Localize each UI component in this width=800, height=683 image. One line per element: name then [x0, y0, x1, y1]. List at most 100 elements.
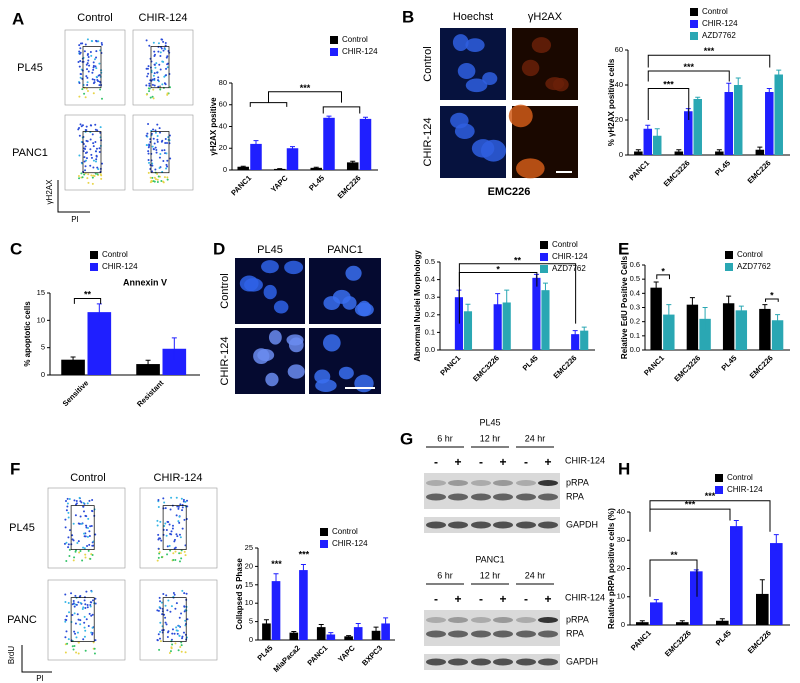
- flow-dot: [155, 151, 158, 154]
- flow-dot: [88, 543, 91, 546]
- y-tick-label: 0: [223, 165, 227, 174]
- flow-dot: [77, 601, 80, 604]
- error-bar: [653, 281, 659, 294]
- flow-dot: [90, 39, 93, 42]
- band: [516, 493, 536, 501]
- flow-dot: [179, 552, 182, 555]
- flow-dot: [67, 511, 70, 514]
- error-bar: [716, 149, 722, 154]
- flow-dot: [86, 526, 89, 529]
- nucleus: [273, 300, 289, 314]
- flow-dot: [165, 623, 168, 626]
- y-tick-label: 60: [615, 45, 623, 54]
- flow-dot: [81, 608, 84, 611]
- flow-dot: [160, 140, 163, 143]
- panel-letter: D: [213, 239, 225, 258]
- band: [448, 658, 468, 666]
- flow-dot: [91, 544, 94, 547]
- legend-swatch: [320, 528, 328, 536]
- flow-dot: [159, 600, 162, 603]
- flow-dot: [158, 127, 161, 130]
- flow-dot: [164, 616, 167, 619]
- treatment-sign: -: [524, 592, 528, 606]
- flow-dot: [180, 650, 183, 653]
- y-tick-label: 20: [245, 561, 253, 570]
- bar: [289, 632, 299, 640]
- error-bar: [689, 297, 695, 312]
- flow-dot: [175, 602, 178, 605]
- flow-dot: [158, 63, 161, 66]
- flow-dot: [93, 175, 96, 178]
- flow-dot: [92, 68, 95, 71]
- flow-dot: [85, 157, 88, 160]
- bar: [271, 581, 281, 640]
- flow-dot: [184, 554, 187, 557]
- flow-dot: [150, 132, 153, 135]
- x-tick-label: EMC3226: [662, 158, 692, 188]
- flow-dot: [151, 95, 154, 98]
- flow-dot: [152, 97, 155, 100]
- error-bar: [291, 631, 297, 634]
- band: [448, 521, 468, 529]
- error-bar: [776, 69, 782, 79]
- flow-dot: [185, 592, 188, 595]
- flow-dot: [71, 645, 74, 648]
- axis-label: PI: [36, 674, 44, 683]
- flow-dot: [77, 652, 80, 655]
- flow-dot: [66, 642, 69, 645]
- flow-dot: [182, 631, 185, 634]
- flow-dot: [85, 63, 88, 66]
- flow-dot: [71, 613, 74, 616]
- flow-dot: [94, 639, 97, 642]
- flow-dot: [89, 525, 92, 528]
- flow-dot: [85, 75, 88, 78]
- flow-dot: [162, 40, 165, 43]
- flow-dot: [72, 648, 75, 651]
- flow-dot: [89, 124, 92, 127]
- band-label: GAPDH: [566, 656, 598, 666]
- flow-dot: [149, 96, 152, 99]
- x-tick-label: EMC3226: [471, 353, 501, 383]
- flow-dot: [174, 559, 177, 562]
- band: [426, 630, 446, 638]
- flow-dot: [94, 123, 97, 126]
- flow-dot: [156, 172, 159, 175]
- x-tick-label: PANC1: [305, 643, 329, 667]
- error-bar: [350, 160, 356, 164]
- flow-dot: [77, 641, 80, 644]
- flow-dot: [67, 638, 70, 641]
- flow-dot: [87, 181, 90, 184]
- band-label: RPA: [566, 628, 584, 638]
- y-tick-label: 0.1: [630, 331, 640, 340]
- flow-dot: [156, 71, 159, 74]
- treatment-sign: +: [499, 455, 506, 469]
- x-tick-label: YAPC: [336, 643, 357, 664]
- flow-plot: [139, 487, 218, 569]
- gate: [150, 46, 170, 89]
- flow-dot: [183, 518, 186, 521]
- flow-dot: [79, 619, 82, 622]
- significance-bracket: [73, 297, 102, 304]
- flow-dot: [157, 533, 160, 536]
- band: [516, 617, 536, 623]
- flow-dot: [148, 161, 151, 164]
- flow-dot: [70, 592, 73, 595]
- flow-dot: [166, 62, 169, 65]
- nucleus: [265, 372, 279, 387]
- flow-dot: [82, 143, 85, 146]
- flow-dot: [183, 592, 186, 595]
- flow-dot: [87, 173, 90, 176]
- y-axis-title: % apoptotic cells: [23, 301, 32, 367]
- flow-dot: [153, 84, 156, 87]
- flow-dot: [64, 526, 67, 529]
- flow-dot: [94, 65, 97, 68]
- flow-dot: [158, 551, 161, 554]
- error-bar: [702, 307, 708, 331]
- flow-dot: [98, 151, 101, 154]
- flow-dot: [175, 626, 178, 629]
- flow-dot: [153, 142, 156, 145]
- band: [516, 521, 536, 529]
- flow-dot: [81, 162, 84, 165]
- bar: [344, 636, 353, 640]
